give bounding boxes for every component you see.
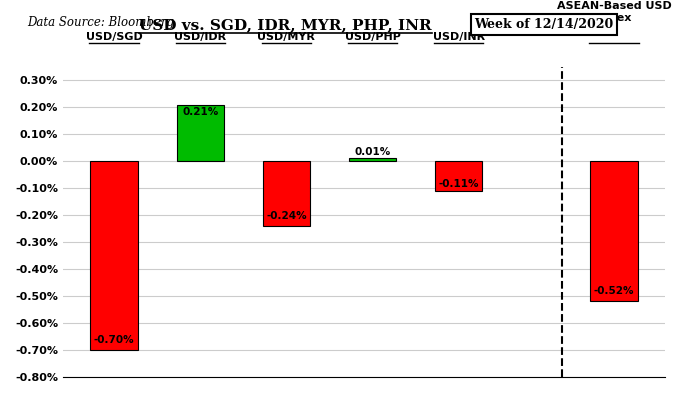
Text: ASEAN-Based USD
Index: ASEAN-Based USD Index	[556, 1, 671, 23]
Text: USD vs. SGD, IDR, MYR, PHP, INR: USD vs. SGD, IDR, MYR, PHP, INR	[139, 18, 432, 32]
Text: -0.70%: -0.70%	[94, 335, 135, 345]
Text: USD/PHP: USD/PHP	[345, 32, 401, 42]
Text: -0.11%: -0.11%	[439, 179, 479, 189]
Text: Data Source: Bloomberg: Data Source: Bloomberg	[27, 16, 174, 29]
Text: 0.21%: 0.21%	[182, 107, 218, 117]
Bar	[90, 161, 138, 350]
Text: Week of 12/14/2020: Week of 12/14/2020	[475, 18, 613, 31]
Text: USD/SGD: USD/SGD	[86, 32, 142, 42]
Bar	[590, 161, 638, 301]
Text: -0.24%: -0.24%	[266, 211, 307, 220]
Text: USD/MYR: USD/MYR	[258, 32, 316, 42]
Bar	[177, 105, 224, 161]
Text: 0.01%: 0.01%	[354, 147, 391, 157]
Text: USD/INR: USD/INR	[432, 32, 485, 42]
Bar	[435, 161, 483, 191]
Text: USD/IDR: USD/IDR	[174, 32, 226, 42]
Bar	[262, 161, 310, 226]
Text: -0.52%: -0.52%	[594, 286, 634, 296]
Bar	[349, 158, 396, 161]
